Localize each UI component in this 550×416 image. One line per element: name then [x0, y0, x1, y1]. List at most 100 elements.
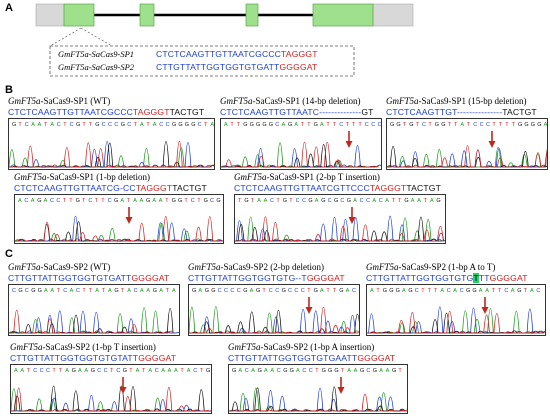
trace-channel	[229, 386, 406, 412]
trace-base-letter: G	[290, 368, 294, 374]
trace-base-letter: G	[466, 288, 470, 294]
mutation-arrow-icon	[119, 377, 127, 394]
trace-base-letter: A	[136, 368, 140, 374]
trace-base-letter: C	[218, 288, 222, 294]
trace-base-letter: T	[416, 122, 420, 128]
trace-base-letter: G	[153, 288, 157, 294]
trace-base-letter: A	[411, 198, 415, 204]
trace-base-letter: A	[372, 198, 376, 204]
trace-base-letter: T	[434, 288, 438, 294]
trace-base-letter: T	[326, 288, 330, 294]
trace-base-letter: T	[492, 288, 496, 294]
trace-base-letter: C	[108, 198, 112, 204]
trace-base-letter: T	[142, 368, 146, 374]
trace-base-letter: C	[269, 288, 273, 294]
trace-base-letter: G	[269, 122, 273, 128]
trace-base-letter: C	[339, 122, 343, 128]
b3-title: GmFT5a-SaCas9-SP1 (15-bp deletion)	[386, 96, 527, 106]
trace-base-letter: G	[72, 368, 76, 374]
trace-base-letter: A	[161, 368, 165, 374]
exon-3	[245, 3, 259, 27]
trace-base-letter: A	[120, 198, 124, 204]
trace-channel	[9, 141, 214, 168]
trace-base-letter: A	[78, 368, 82, 374]
trace-base-letter: A	[70, 288, 74, 294]
trace-base-letter: G	[321, 198, 325, 204]
trace-base-letter: C	[352, 288, 356, 294]
c2-seq: CTTGTTATTGGTGGTGTG--TGGGGAT	[188, 273, 345, 283]
trace-base-letter: T	[110, 368, 114, 374]
trace-channel	[11, 388, 211, 412]
trace-base-letter: G	[383, 288, 387, 294]
b4-title: GmFT5a-SaCas9-SP1 (1-bp deletion)	[14, 172, 151, 182]
trace-base-letter: G	[31, 288, 35, 294]
trace-base-letter: T	[333, 288, 337, 294]
trace-base-letter: T	[197, 198, 201, 204]
trace-base-letter: T	[276, 198, 280, 204]
trace-base-letter: C	[237, 288, 241, 294]
trace-base-letter: G	[146, 198, 150, 204]
c3-seq: CTTGTTATTGGTGGTGTGTTTGGGGAT	[366, 273, 528, 283]
trace-base-letter: G	[192, 288, 196, 294]
trace-base-letter: A	[315, 198, 319, 204]
trace-base-letter: A	[294, 122, 298, 128]
trace-base-letter: G	[390, 122, 394, 128]
trace-base-letter: C	[379, 198, 383, 204]
trace-channel	[235, 216, 443, 242]
trace-base-letter: A	[146, 288, 150, 294]
trace-channel	[11, 385, 211, 412]
c1-title: GmFT5a-SaCas9-SP2 (WT)	[8, 262, 111, 272]
trace-base-letter: G	[288, 122, 292, 128]
trace-base-letter: A	[530, 288, 534, 294]
trace-base-letter: T	[89, 122, 93, 128]
panel-label-a: A	[5, 2, 13, 14]
trace-base-letter: T	[315, 368, 319, 374]
trace-base-letter: T	[352, 122, 356, 128]
b1-seq: CTCTCAAGTTGTTAATCGCCCTAGGGTTACTGT	[8, 107, 205, 117]
trace-base-letter: A	[320, 288, 324, 294]
trace-base-letter: G	[404, 198, 408, 204]
trace-base-letter: G	[392, 368, 396, 374]
sgrna-box	[49, 45, 355, 77]
trace-channel	[189, 307, 359, 334]
trace-base-letter: G	[409, 122, 413, 128]
trace-base-letter: T	[326, 122, 330, 128]
trace-base-letter: T	[102, 288, 106, 294]
trace-base-letter: G	[314, 288, 318, 294]
mutation-arrow-icon	[348, 207, 356, 224]
trace-base-letter: A	[430, 198, 434, 204]
trace-base-letter: G	[256, 288, 260, 294]
trace-base-letter: T	[403, 122, 407, 128]
trace-base-letter: C	[480, 122, 484, 128]
trace-base-letter: A	[174, 368, 178, 374]
trace-base-letter: T	[146, 122, 150, 128]
trace-base-letter: A	[187, 368, 191, 374]
trace-base-letter: C	[193, 368, 197, 374]
trace-base-letter: T	[204, 122, 208, 128]
b3-seq: CTCTCAAGTTGT---------------TACTGT	[386, 107, 537, 117]
trace-base-letter: C	[25, 288, 29, 294]
panel-label-b: B	[5, 84, 13, 96]
trace-base-letter: A	[84, 368, 88, 374]
trace-base-letter: C	[134, 288, 138, 294]
trace-base-letter: G	[178, 198, 182, 204]
mutation-arrow-icon	[345, 131, 353, 148]
trace-base-letter: T	[307, 288, 311, 294]
trace-base-letter: A	[370, 288, 374, 294]
trace-base-letter: G	[258, 368, 262, 374]
trace-base-letter: A	[140, 288, 144, 294]
trace-base-letter: G	[204, 198, 208, 204]
b1-title: GmFT5a-SaCas9-SP1 (WT)	[8, 96, 111, 106]
trace-base-letter: C	[104, 368, 108, 374]
trace-channel	[367, 306, 545, 334]
trace-channel	[235, 216, 444, 242]
trace-base-letter: C	[277, 368, 281, 374]
trace-base-letter: A	[172, 288, 176, 294]
trace-base-letter: A	[460, 122, 464, 128]
